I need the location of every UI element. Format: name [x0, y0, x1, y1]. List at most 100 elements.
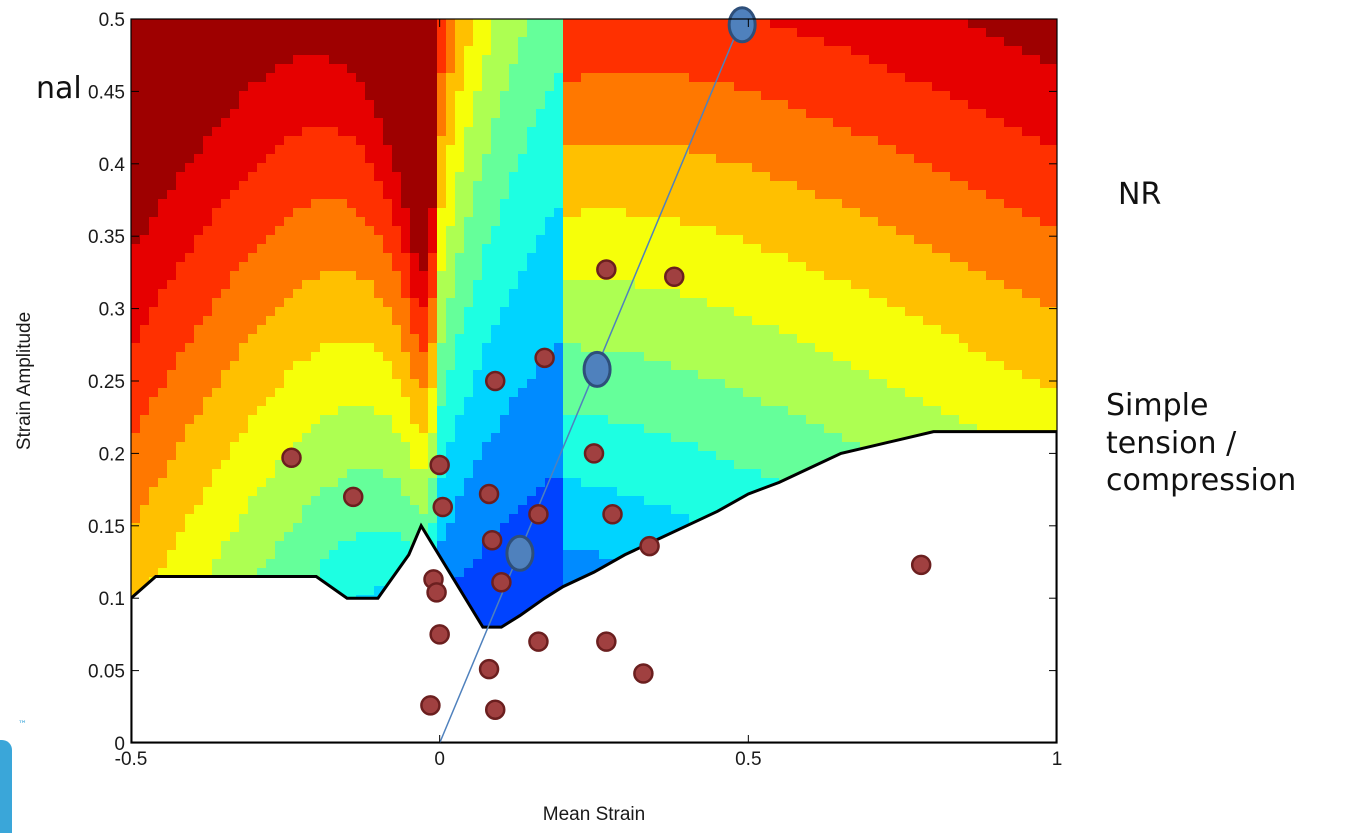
contour-cell — [158, 127, 168, 137]
contour-cell — [185, 46, 195, 56]
contour-cell — [392, 433, 402, 443]
contour-cell — [374, 55, 384, 65]
contour-cell — [374, 262, 384, 272]
contour-cell — [329, 478, 339, 488]
contour-cell — [131, 559, 141, 569]
contour-cell — [266, 91, 276, 101]
contour-cell — [329, 307, 339, 317]
contour-cell — [176, 127, 186, 137]
contour-cell — [509, 469, 519, 479]
contour-cell — [572, 415, 582, 425]
contour-cell — [140, 73, 150, 83]
contour-cell — [320, 118, 330, 128]
contour-cell — [572, 568, 582, 578]
contour-cell — [140, 145, 150, 155]
contour-cell — [347, 226, 357, 236]
contour-cell — [347, 280, 357, 290]
contour-cell — [248, 19, 258, 29]
contour-cell — [644, 271, 654, 281]
contour-cell — [203, 244, 213, 254]
contour-cell — [347, 460, 357, 470]
contour-cell — [635, 136, 645, 146]
contour-cell — [581, 145, 591, 155]
contour-cell — [410, 136, 420, 146]
contour-cell — [410, 307, 420, 317]
contour-cell — [284, 226, 294, 236]
contour-cell — [590, 559, 600, 569]
contour-cell — [392, 307, 402, 317]
contour-cell — [374, 127, 384, 137]
contour-cell — [401, 370, 411, 380]
contour-cell — [626, 28, 636, 38]
contour-cell — [275, 460, 285, 470]
contour-cell — [563, 208, 573, 218]
contour-cell — [491, 136, 501, 146]
contour-cell — [365, 262, 375, 272]
contour-cell — [599, 289, 609, 299]
contour-cell — [239, 127, 249, 137]
contour-cell — [482, 460, 492, 470]
contour-cell — [248, 388, 258, 398]
contour-cell — [410, 532, 420, 542]
contour-cell — [662, 46, 672, 56]
contour-cell — [275, 370, 285, 380]
contour-cell — [518, 19, 528, 29]
contour-cell — [383, 514, 393, 524]
contour-cell — [140, 496, 150, 506]
contour-cell — [662, 244, 672, 254]
contour-cell — [383, 136, 393, 146]
contour-cell — [203, 334, 213, 344]
contour-cell — [311, 460, 321, 470]
contour-cell — [680, 424, 690, 434]
contour-cell — [581, 316, 591, 326]
contour-cell — [419, 514, 429, 524]
contour-cell — [131, 82, 141, 92]
contour-cell — [392, 127, 402, 137]
contour-cell — [563, 577, 573, 587]
contour-cell — [311, 442, 321, 452]
contour-cell — [329, 289, 339, 299]
contour-cell — [536, 109, 546, 119]
contour-cell — [365, 235, 375, 245]
contour-cell — [527, 469, 537, 479]
contour-cell — [293, 226, 303, 236]
contour-cell — [212, 262, 222, 272]
contour-cell — [563, 118, 573, 128]
contour-cell — [491, 514, 501, 524]
contour-cell — [545, 28, 555, 38]
contour-cell — [572, 541, 582, 551]
contour-cell — [221, 172, 231, 182]
contour-cell — [473, 82, 483, 92]
contour-cell — [185, 172, 195, 182]
contour-cell — [338, 46, 348, 56]
contour-cell — [176, 550, 186, 560]
contour-cell — [455, 235, 465, 245]
contour-cell — [437, 235, 447, 245]
contour-cell — [635, 370, 645, 380]
contour-cell — [527, 415, 537, 425]
contour-cell — [626, 541, 636, 551]
contour-cell — [320, 262, 330, 272]
contour-cell — [518, 415, 528, 425]
contour-cell — [311, 415, 321, 425]
contour-cell — [275, 505, 285, 515]
contour-cell — [347, 433, 357, 443]
contour-cell — [266, 415, 276, 425]
contour-cell — [617, 388, 627, 398]
contour-cell — [590, 514, 600, 524]
contour-cell — [131, 433, 141, 443]
contour-cell — [653, 370, 663, 380]
contour-cell — [536, 271, 546, 281]
contour-cell — [212, 316, 222, 326]
contour-cell — [581, 262, 591, 272]
contour-cell — [167, 388, 177, 398]
contour-cell — [428, 118, 438, 128]
contour-cell — [347, 19, 357, 29]
contour-cell — [140, 325, 150, 335]
contour-cell — [437, 334, 447, 344]
contour-cell — [455, 442, 465, 452]
contour-cell — [401, 118, 411, 128]
contour-cell — [410, 514, 420, 524]
contour-cell — [338, 298, 348, 308]
contour-cell — [185, 568, 195, 578]
